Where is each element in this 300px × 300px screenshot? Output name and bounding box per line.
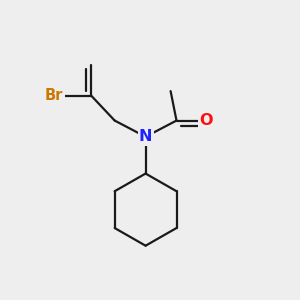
Text: O: O	[199, 113, 213, 128]
Text: Br: Br	[45, 88, 64, 103]
Text: N: N	[139, 129, 152, 144]
